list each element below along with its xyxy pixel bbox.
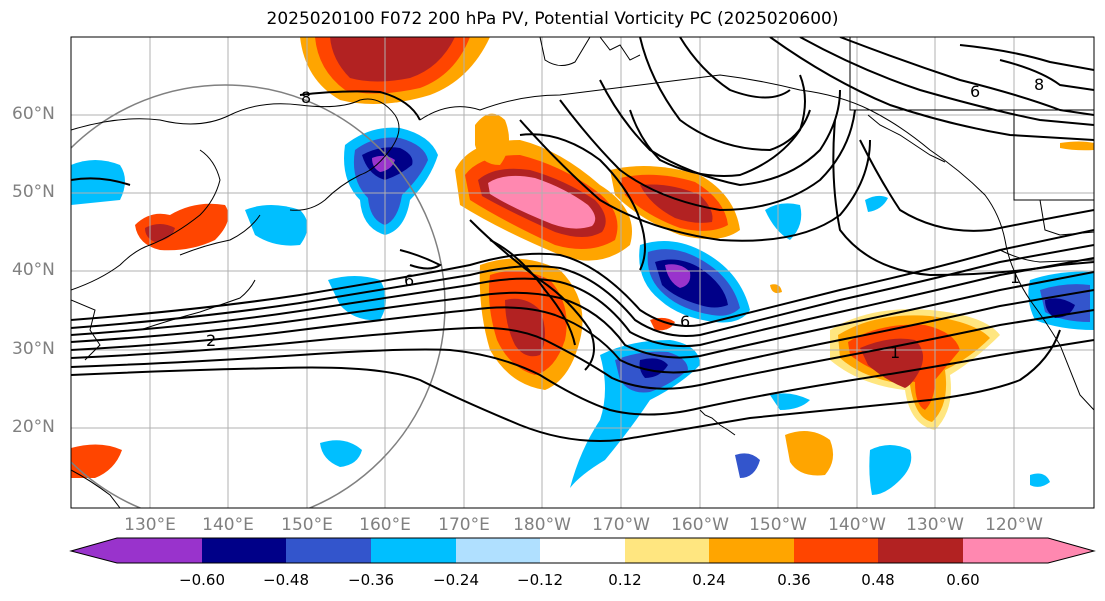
colorbar-tick-label: 0.36 — [777, 571, 811, 589]
colorbar-tick-label: −0.24 — [433, 571, 479, 589]
colorbar-swatch — [878, 538, 963, 563]
lon-label: 120°W — [985, 515, 1043, 535]
lat-label-30n: 30°N — [12, 339, 55, 359]
colorbar-swatch — [625, 538, 709, 563]
contour-label: 1 — [1010, 268, 1020, 287]
lon-label: 180°W — [513, 515, 571, 535]
colorbar-swatch — [117, 538, 202, 563]
contour-label: 6 — [680, 312, 690, 331]
map-title: 2025020100 F072 200 hPa PV, Potential Vo… — [266, 9, 839, 29]
colorbar-tick-label: −0.48 — [263, 571, 309, 589]
colorbar-tick-label: −0.60 — [179, 571, 225, 589]
lon-label: 130°W — [906, 515, 964, 535]
colorbar-tick-label: 0.60 — [946, 571, 980, 589]
lat-label-50n: 50°N — [12, 182, 55, 202]
colorbar-outline — [69, 537, 1096, 564]
colorbar-tick-label: −0.36 — [348, 571, 394, 589]
contour-label: 2 — [206, 331, 216, 350]
contour-label: 1 — [890, 343, 900, 362]
lon-label: 140°W — [828, 515, 886, 535]
colorbar-swatch — [456, 538, 540, 563]
contour-label: 8 — [1034, 75, 1044, 94]
map-frame — [70, 36, 1095, 509]
lat-label-40n: 40°N — [12, 260, 55, 280]
colorbar-swatch — [202, 538, 286, 563]
lon-label: 150°W — [749, 515, 807, 535]
contour-label: 8 — [301, 88, 311, 107]
lon-label: 170°E — [438, 515, 490, 535]
colorbar-swatch — [794, 538, 878, 563]
colorbar-tick-label: −0.12 — [517, 571, 563, 589]
colorbar-tick-label: 0.24 — [692, 571, 726, 589]
lon-label: 160°W — [671, 515, 729, 535]
lon-label: 160°E — [359, 515, 411, 535]
contour-labels: 8 6 2 1 6 8 6 1 — [206, 75, 1044, 362]
colorbar-swatch — [963, 538, 1048, 563]
contour-label: 6 — [970, 82, 980, 101]
colorbar-swatch — [371, 538, 456, 563]
colorbar-swatch — [540, 538, 625, 563]
colorbar-tick-label: 0.12 — [608, 571, 642, 589]
pv-contours — [71, 37, 1094, 442]
lon-label: 130°E — [124, 515, 176, 535]
lon-label: 170°W — [592, 515, 650, 535]
range-circle — [71, 84, 446, 508]
lat-label-60n: 60°N — [12, 104, 55, 124]
colorbar-extend-min — [71, 538, 117, 563]
colorbar-extend-max — [1048, 538, 1094, 563]
lon-label: 140°E — [202, 515, 254, 535]
lon-label: 150°E — [281, 515, 333, 535]
colorbar-swatch — [286, 538, 371, 563]
colorbar-swatch — [709, 538, 794, 563]
lat-label-20n: 20°N — [12, 417, 55, 437]
colorbar-swatches — [71, 538, 1094, 563]
colorbar-tick-label: 0.48 — [861, 571, 895, 589]
contour-label: 6 — [404, 271, 414, 290]
